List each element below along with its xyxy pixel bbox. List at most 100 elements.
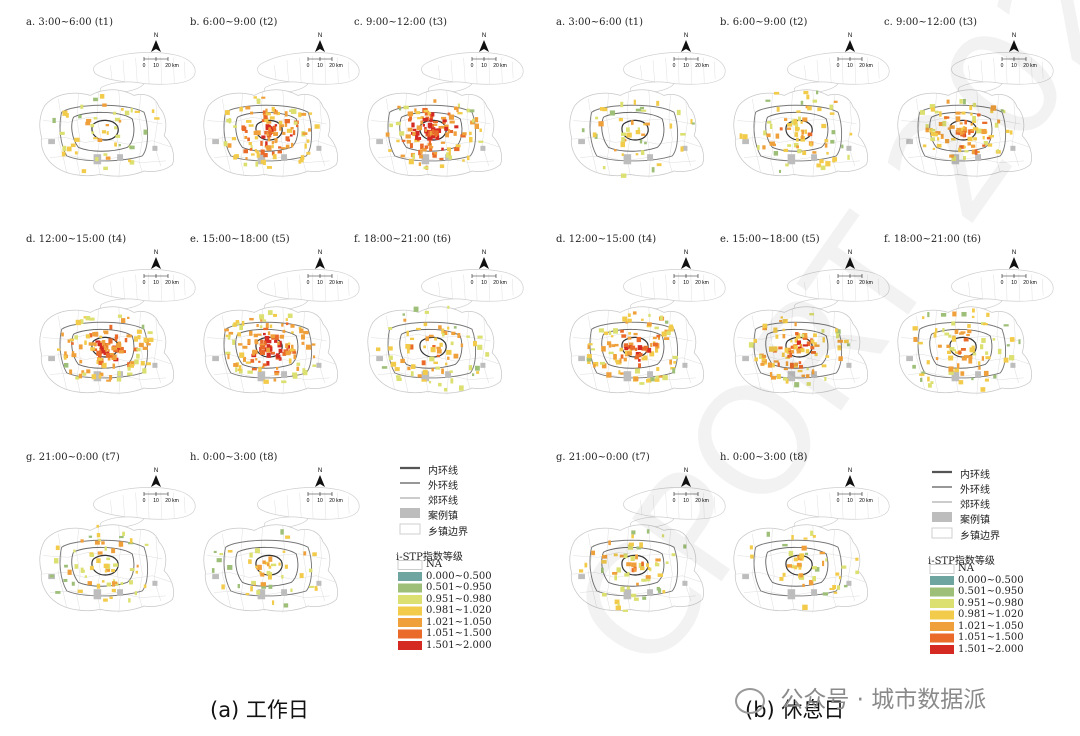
stp-patch — [267, 574, 272, 580]
stp-patch — [616, 567, 621, 573]
stp-patch — [636, 546, 641, 550]
stp-patch — [940, 133, 944, 139]
stp-patch — [409, 143, 413, 149]
stp-patch — [56, 348, 61, 351]
stp-patch — [102, 342, 106, 347]
stp-patch — [394, 367, 400, 372]
stp-patch — [644, 141, 647, 145]
stp-patch — [270, 127, 276, 131]
stp-patch — [250, 153, 255, 156]
stp-patch — [466, 108, 470, 113]
stp-patch — [958, 147, 962, 153]
stp-patch — [154, 117, 160, 120]
stp-patch — [267, 137, 271, 142]
stp-patch — [75, 376, 80, 380]
stp-patch — [809, 142, 813, 147]
stp-patch — [652, 341, 656, 344]
stp-patch — [260, 149, 265, 155]
stp-patch — [243, 149, 249, 154]
stp-patch — [683, 544, 687, 549]
stp-patch — [263, 159, 266, 166]
stp-patch — [631, 568, 635, 573]
stp-patch — [97, 551, 103, 555]
stp-patch — [408, 158, 414, 165]
stp-patch — [416, 125, 423, 131]
stp-patch — [801, 129, 805, 135]
legend-class-swatch-4 — [398, 606, 422, 616]
scalebar-tick: 20 km — [329, 280, 343, 286]
legend-class-label-weekend-0: NA — [958, 563, 974, 574]
scalebar-tick: 20 km — [1023, 280, 1037, 286]
stp-patch — [263, 115, 268, 120]
stp-patch — [742, 134, 748, 140]
stp-patch — [254, 149, 258, 153]
stp-patch — [290, 126, 294, 130]
stp-patch — [824, 139, 829, 143]
stp-patch — [441, 147, 444, 151]
stp-patch — [440, 141, 446, 144]
stp-patch — [428, 334, 434, 338]
stp-patch — [654, 326, 659, 330]
stp-patch — [996, 149, 999, 153]
stp-patch — [641, 133, 646, 136]
stp-patch — [631, 530, 636, 535]
stp-patch — [409, 116, 412, 121]
stp-patch — [103, 153, 108, 156]
stp-patch — [791, 566, 797, 569]
stp-patch — [785, 378, 789, 384]
stp-patch — [787, 144, 792, 147]
stp-patch — [136, 353, 140, 359]
stp-patch — [432, 344, 436, 348]
stp-patch — [448, 150, 451, 156]
stp-patch — [642, 596, 647, 600]
stp-patch — [803, 90, 809, 95]
stp-patch — [83, 316, 87, 319]
stp-patch — [285, 343, 289, 349]
stp-patch — [415, 130, 420, 136]
stp-patch — [290, 324, 295, 328]
stp-patch — [223, 141, 228, 147]
stp-patch — [994, 122, 999, 128]
stp-patch — [947, 127, 951, 130]
stp-patch — [1009, 337, 1015, 342]
stp-patch — [273, 109, 277, 112]
stp-patch — [647, 347, 652, 353]
stp-patch — [67, 339, 71, 343]
stp-patch — [258, 360, 261, 363]
stp-patch — [435, 134, 440, 141]
stp-patch — [248, 559, 252, 564]
stp-patch — [300, 112, 307, 116]
stp-patch — [314, 586, 318, 591]
stp-patch — [90, 123, 95, 128]
stp-patch — [635, 347, 638, 351]
stp-patch — [284, 111, 288, 117]
stp-patch — [796, 562, 802, 567]
stp-patch — [283, 603, 289, 608]
stp-patch — [469, 109, 475, 113]
stp-patch — [402, 313, 405, 316]
stp-patch — [239, 106, 243, 112]
stp-patch — [930, 381, 934, 385]
stp-patch — [400, 154, 405, 158]
stp-patch — [79, 359, 83, 364]
stp-patch — [635, 153, 639, 156]
north-arrow-icon: N 0 10 20 km — [673, 250, 709, 286]
stp-patch — [454, 147, 460, 152]
stp-patch — [433, 120, 439, 123]
stp-patch — [247, 370, 253, 374]
stp-patch — [619, 554, 624, 558]
stp-patch — [650, 342, 653, 347]
stp-patch — [972, 115, 976, 122]
stp-patch — [976, 128, 982, 134]
stp-patch — [812, 151, 817, 154]
panel-label-workday-4: d. 12:00~15:00 (t4) — [26, 234, 127, 245]
stp-patch — [441, 328, 445, 334]
stp-patch — [767, 362, 773, 368]
stp-patch — [407, 118, 412, 122]
stp-patch — [938, 121, 943, 127]
stp-patch — [266, 120, 272, 124]
scalebar-tick: 10 — [847, 498, 853, 504]
stp-patch — [123, 350, 127, 354]
stp-patch — [919, 110, 925, 115]
stp-patch — [85, 316, 91, 321]
